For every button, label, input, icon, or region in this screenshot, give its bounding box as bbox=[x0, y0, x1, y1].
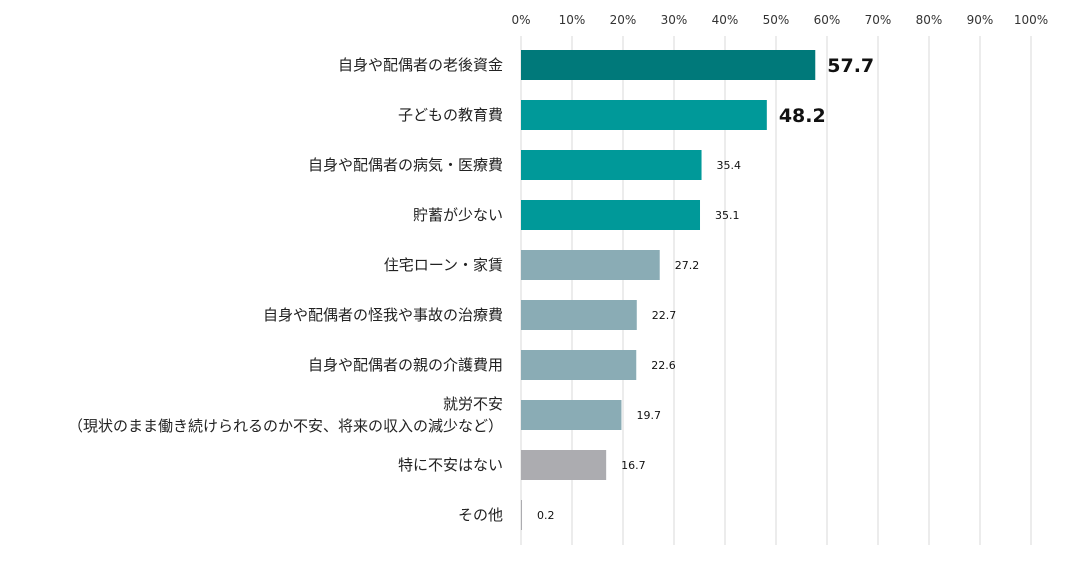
category-label: 住宅ローン・家賃 bbox=[384, 256, 503, 274]
x-tick-label: 80% bbox=[916, 13, 943, 27]
bar bbox=[521, 150, 702, 180]
data-label: 16.7 bbox=[621, 459, 646, 472]
bar bbox=[521, 350, 637, 380]
bar bbox=[521, 300, 637, 330]
x-tick-label: 70% bbox=[865, 13, 892, 27]
category-label: （現状のまま働き続けられるのか不安、将来の収入の減少など） bbox=[68, 417, 503, 435]
x-tick-label: 30% bbox=[661, 13, 688, 27]
data-label: 35.4 bbox=[717, 159, 742, 172]
category-label: 自身や配偶者の怪我や事故の治療費 bbox=[263, 306, 503, 324]
bar bbox=[521, 50, 816, 80]
category-labels: 自身や配偶者の老後資金子どもの教育費自身や配偶者の病気・医療費貯蓄が少ない住宅ロ… bbox=[68, 56, 503, 524]
bar bbox=[521, 250, 660, 280]
bar bbox=[521, 500, 523, 530]
x-axis-ticks: 0% 10% 20% 30% 40% 50% 60% 70% 80% 90% 100% bbox=[511, 13, 1048, 27]
category-label: 自身や配偶者の病気・医療費 bbox=[308, 156, 503, 174]
category-label: 就労不安 bbox=[443, 395, 503, 413]
category-label: 貯蓄が少ない bbox=[413, 206, 503, 224]
data-label: 27.2 bbox=[675, 259, 700, 272]
value-labels: 57.7 48.2 35.4 35.1 27.2 22.7 22.6 19.7 16.7 0.2 bbox=[537, 55, 874, 522]
data-label: 22.6 bbox=[651, 359, 676, 372]
x-tick-label: 40% bbox=[712, 13, 739, 27]
data-label: 19.7 bbox=[636, 409, 661, 422]
category-label: 特に不安はない bbox=[398, 456, 503, 474]
category-label: その他 bbox=[458, 506, 503, 524]
bars bbox=[521, 50, 816, 530]
category-label: 自身や配偶者の老後資金 bbox=[338, 56, 503, 74]
data-label: 57.7 bbox=[827, 55, 874, 77]
x-tick-label: 20% bbox=[610, 13, 637, 27]
x-tick-label: 10% bbox=[559, 13, 586, 27]
bar bbox=[521, 400, 622, 430]
data-label: 48.2 bbox=[779, 105, 826, 127]
bar bbox=[521, 450, 607, 480]
category-label: 子どもの教育費 bbox=[398, 106, 503, 124]
data-label: 0.2 bbox=[537, 509, 555, 522]
bar bbox=[521, 200, 701, 230]
x-tick-label: 90% bbox=[967, 13, 994, 27]
x-tick-label: 60% bbox=[814, 13, 841, 27]
category-label: 自身や配偶者の親の介護費用 bbox=[308, 356, 503, 374]
bar bbox=[521, 100, 767, 130]
data-label: 22.7 bbox=[652, 309, 677, 322]
data-label: 35.1 bbox=[715, 209, 740, 222]
x-tick-label: 100% bbox=[1014, 13, 1048, 27]
x-tick-label: 50% bbox=[763, 13, 790, 27]
x-tick-label: 0% bbox=[511, 13, 530, 27]
